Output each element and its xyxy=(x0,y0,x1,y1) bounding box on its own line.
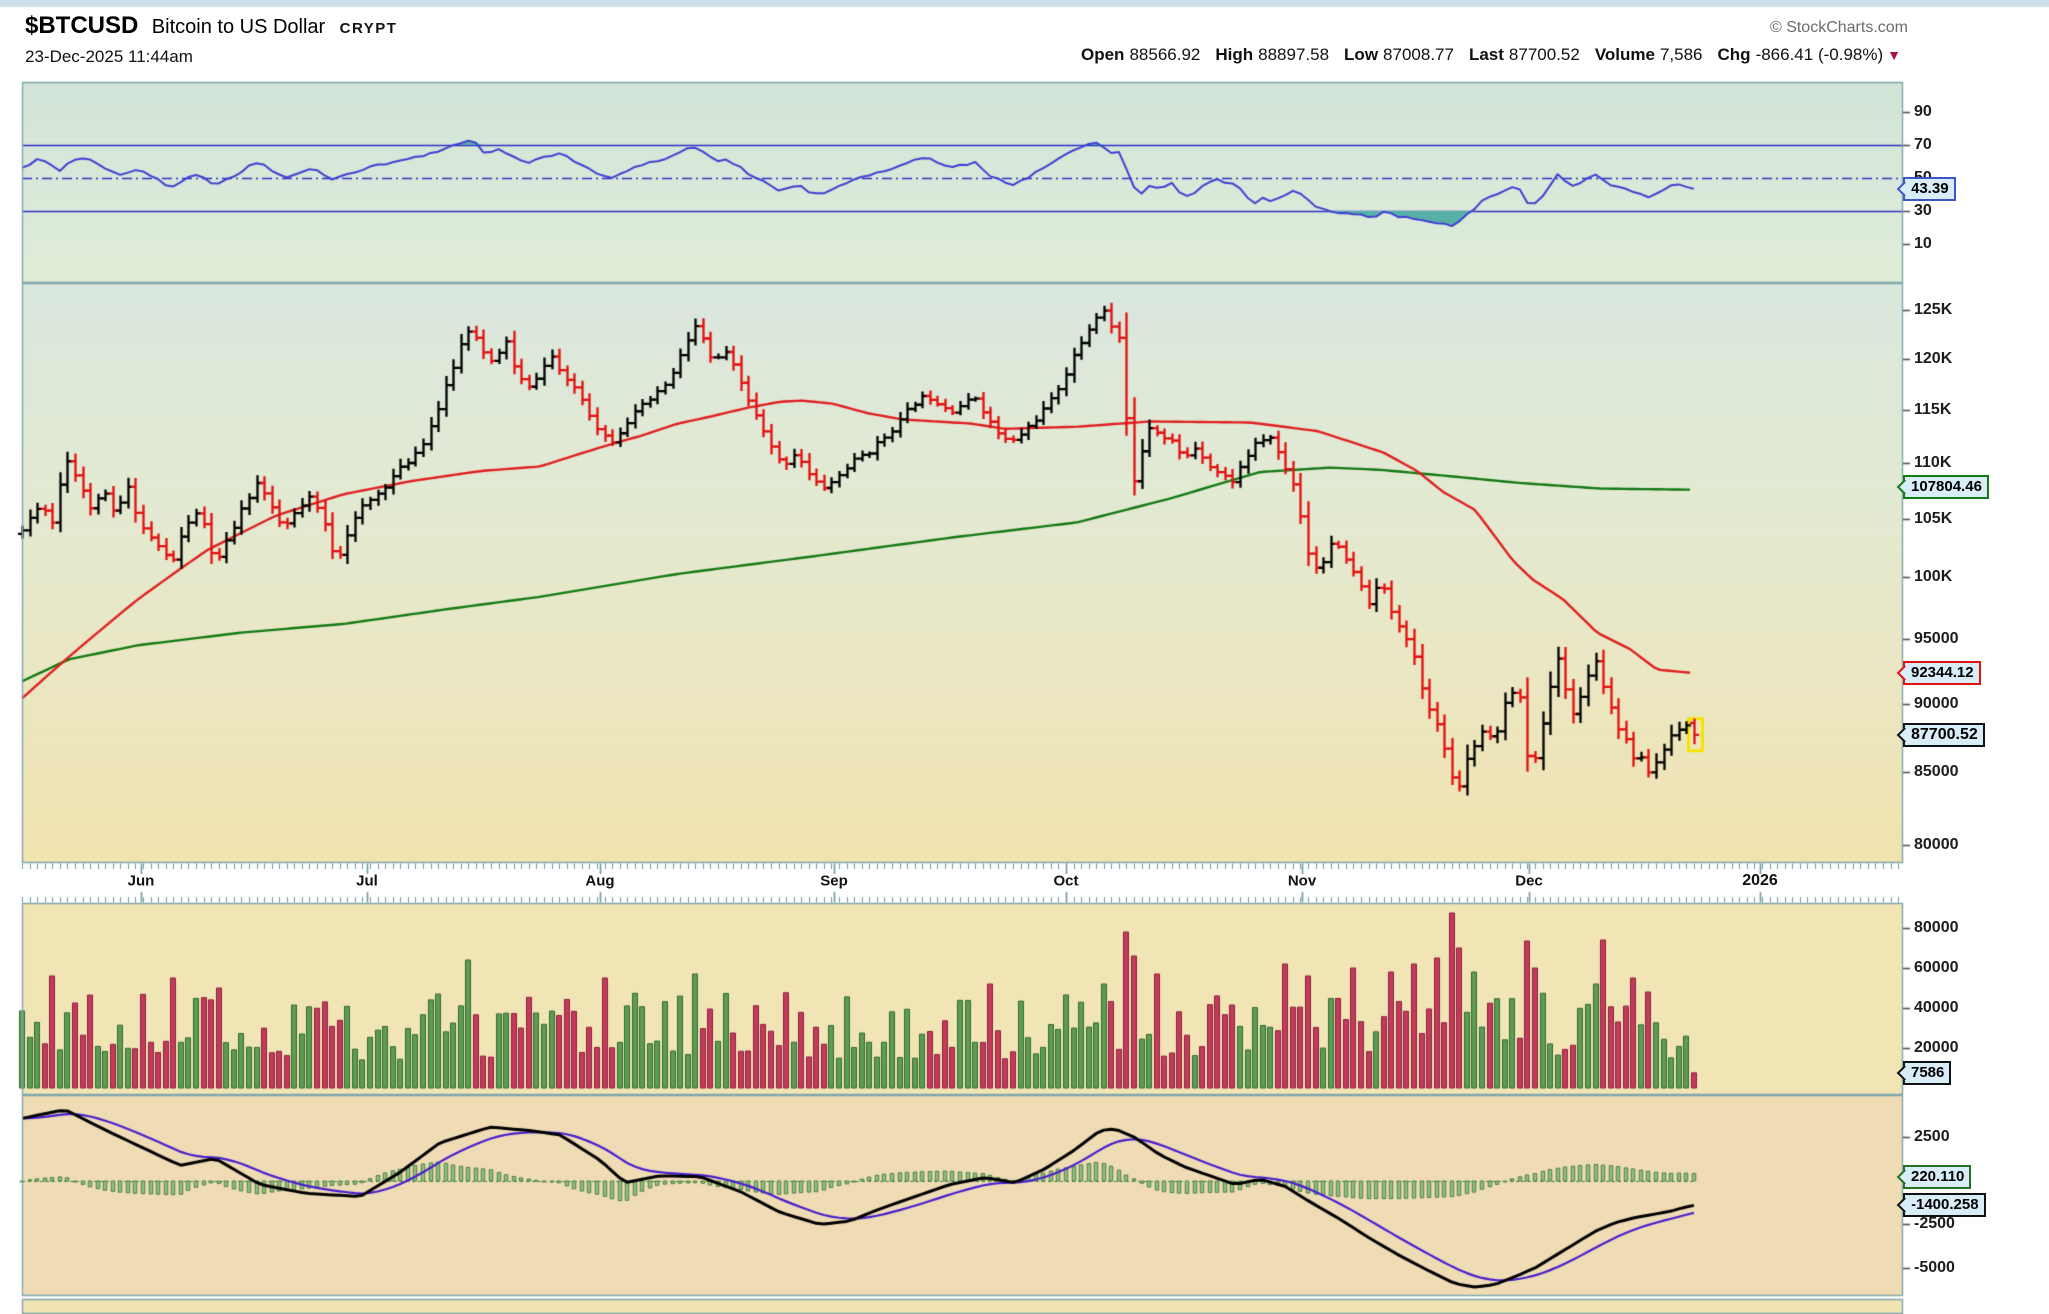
change-down-triangle-icon: ▼ xyxy=(1887,47,1901,63)
price-tick-120k: 120K xyxy=(1914,350,1953,367)
macd-tick-neg5000: -5000 xyxy=(1914,1259,1955,1276)
x-axis-label-sep: Sep xyxy=(820,872,848,890)
x-axis-label-jun: Jun xyxy=(127,872,155,890)
x-axis-label-aug: Aug xyxy=(585,872,615,890)
rsi-tick-30: 30 xyxy=(1914,202,1932,219)
x-axis-label-2026: 2026 xyxy=(1742,872,1778,889)
x-axis-label-nov: Nov xyxy=(1287,872,1317,890)
volume-tick-60000: 60000 xyxy=(1914,959,1959,976)
rsi-tick-90: 90 xyxy=(1914,103,1932,120)
ma50-value-badge: 92344.12 xyxy=(1903,661,1981,685)
macd-hist-value-badge: 220.110 xyxy=(1903,1165,1972,1189)
price-tick-100k: 100K xyxy=(1914,568,1953,585)
price-tick-115k: 115K xyxy=(1914,401,1952,418)
last-price-badge: 87700.52 xyxy=(1903,723,1985,747)
quote-open: Open 88566.92 xyxy=(1081,45,1201,64)
security-name: Bitcoin to US Dollar xyxy=(151,16,326,38)
quote-volume: Volume 7,586 xyxy=(1594,45,1703,64)
ma200-value-badge: 107804.46 xyxy=(1903,475,1989,499)
price-tick-85000: 85000 xyxy=(1914,763,1959,780)
volume-tick-80000: 80000 xyxy=(1914,919,1959,936)
price-tick-105k: 105K xyxy=(1914,510,1953,527)
quote-change: Chg -866.41 (-0.98%) ▼ xyxy=(1717,45,1901,64)
macd-value-badge: -1400.258 xyxy=(1903,1193,1986,1217)
macd-tick-2500: 2500 xyxy=(1914,1128,1950,1145)
price-tick-125k: 125K xyxy=(1914,301,1953,318)
quote-high: High 88897.58 xyxy=(1215,45,1330,64)
rsi-tick-70: 70 xyxy=(1914,136,1932,153)
price-tick-110k: 110K xyxy=(1914,454,1952,471)
quote-low: Low 87008.77 xyxy=(1344,45,1454,64)
ticker-symbol: $BTCUSD xyxy=(25,12,139,39)
x-axis-label-oct: Oct xyxy=(1053,872,1079,890)
price-tick-95000: 95000 xyxy=(1914,630,1959,647)
exchange-label: CRYPT xyxy=(339,20,398,37)
chart-datetime: 23-Dec-2025 11:44am xyxy=(25,47,193,66)
quote-row: Open 88566.92 High 88897.58 Low 87008.77 La… xyxy=(1081,45,1901,65)
rsi-tick-10: 10 xyxy=(1914,235,1932,252)
volume-value-badge: 7586 xyxy=(1903,1061,1952,1085)
chart-header: $BTCUSD Bitcoin to US Dollar CRYPT xyxy=(25,12,397,40)
rsi-value-badge: 43.39 xyxy=(1903,177,1956,201)
volume-tick-20000: 20000 xyxy=(1914,1039,1959,1056)
quote-last: Last 87700.52 xyxy=(1468,45,1580,64)
copyright-label: © StockCharts.com xyxy=(1769,19,1908,36)
x-axis-label-jul: Jul xyxy=(356,872,378,890)
macd-tick-neg2500: -2500 xyxy=(1914,1215,1955,1232)
x-axis-label-dec: Dec xyxy=(1515,872,1543,890)
price-tick-90000: 90000 xyxy=(1914,695,1959,712)
volume-tick-40000: 40000 xyxy=(1914,999,1959,1016)
price-tick-80000: 80000 xyxy=(1914,836,1959,853)
